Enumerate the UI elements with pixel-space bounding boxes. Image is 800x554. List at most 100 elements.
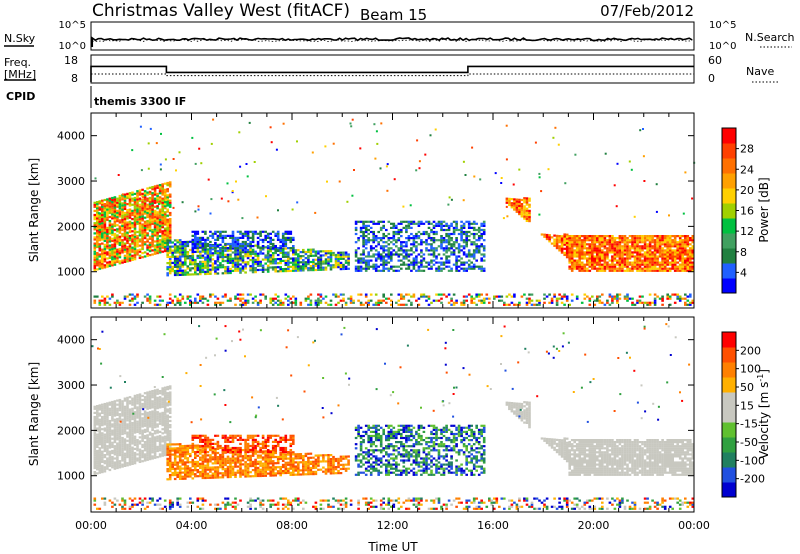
heatmap-cell <box>158 196 162 199</box>
heatmap-cell <box>239 251 242 254</box>
heatmap-cell <box>606 239 609 242</box>
heatmap-cell <box>141 247 144 251</box>
heatmap-cell <box>98 263 102 266</box>
heatmap-cell <box>638 257 642 260</box>
heatmap-cell <box>410 301 413 304</box>
heatmap-cell <box>407 265 411 268</box>
heatmap-cell <box>545 237 549 241</box>
heatmap-cell <box>623 243 627 246</box>
heatmap-cell <box>477 265 481 268</box>
heatmap-cell <box>447 241 451 244</box>
heatmap-cell <box>128 303 132 306</box>
heatmap-cell <box>126 449 129 453</box>
heatmap-cell <box>412 220 416 223</box>
heatmap-cell <box>93 248 97 251</box>
heatmap-cell <box>564 182 567 185</box>
heatmap-cell <box>415 269 418 272</box>
heatmap-cell <box>101 232 104 235</box>
heatmap-cell <box>113 198 117 201</box>
heatmap-cell <box>681 265 684 268</box>
heatmap-cell <box>427 243 431 246</box>
heatmap-cell <box>603 247 607 250</box>
heatmap-cell <box>219 253 222 257</box>
heatmap-cell <box>390 259 393 262</box>
heatmap-cell <box>239 293 242 296</box>
heatmap-cell <box>588 245 592 248</box>
heatmap-cell <box>96 468 99 471</box>
heatmap-cell <box>118 213 122 216</box>
heatmap-cell <box>236 247 240 250</box>
heatmap-cell <box>96 209 99 212</box>
heatmap-cell <box>317 299 320 302</box>
heatmap-cell <box>101 407 104 410</box>
heatmap-cell <box>101 228 104 231</box>
heatmap-cell <box>158 200 162 203</box>
heatmap-cell <box>653 301 657 304</box>
heatmap-cell <box>221 245 225 248</box>
heatmap-cell <box>661 239 664 242</box>
heatmap-cell <box>638 253 642 256</box>
heatmap-cell <box>143 228 147 232</box>
heatmap-cell <box>643 261 647 264</box>
heatmap-cell <box>646 247 649 250</box>
heatmap-cell <box>334 293 338 296</box>
heatmap-cell <box>126 451 129 455</box>
heatmap-cell <box>141 211 144 214</box>
heatmap-cell <box>312 260 315 263</box>
heatmap-cell <box>616 269 619 272</box>
heatmap-cell <box>158 245 162 248</box>
heatmap-cell <box>96 445 99 448</box>
heatmap-cell <box>118 405 122 408</box>
heatmap-cell <box>326 180 328 183</box>
heatmap-cell <box>337 257 340 260</box>
heatmap-cell <box>412 251 416 254</box>
heatmap-cell <box>653 297 657 300</box>
heatmap-cell <box>108 246 112 249</box>
heatmap-cell <box>178 273 182 276</box>
heatmap-cell <box>515 208 519 211</box>
heatmap-cell <box>545 233 549 237</box>
heatmap-cell <box>111 215 114 218</box>
heatmap-cell <box>199 269 202 272</box>
heatmap-cell <box>143 241 147 244</box>
heatmap-cell <box>678 259 682 262</box>
heatmap-cell <box>344 251 348 254</box>
heatmap-cell <box>176 249 179 252</box>
heatmap-cell <box>382 293 385 296</box>
heatmap-cell <box>427 303 431 306</box>
heatmap-cell <box>153 220 157 223</box>
heatmap-cell <box>415 169 418 172</box>
heatmap-cell <box>191 273 195 276</box>
heatmap-cell <box>209 254 212 257</box>
heatmap-cell <box>294 297 298 300</box>
heatmap-cell <box>691 265 695 268</box>
heatmap-cell <box>143 206 147 209</box>
heatmap-cell <box>234 267 237 270</box>
heatmap-cell <box>216 234 220 237</box>
heatmap-cell <box>133 407 137 410</box>
heatmap-cell <box>116 224 119 227</box>
heatmap-cell <box>158 186 162 189</box>
heatmap-cell <box>249 240 252 244</box>
heatmap-cell <box>138 226 142 229</box>
heatmap-cell <box>611 241 614 244</box>
nave-line <box>91 73 694 77</box>
heatmap-cell <box>636 259 639 262</box>
heatmap-cell <box>126 454 129 457</box>
heatmap-cell <box>126 231 129 234</box>
heatmap-cell <box>596 295 599 298</box>
heatmap-cell <box>148 439 152 442</box>
heatmap-cell <box>646 249 649 252</box>
heatmap-cell <box>249 242 252 246</box>
heatmap-cell <box>186 265 190 268</box>
heatmap-cell <box>671 253 674 256</box>
heatmap-cell <box>168 220 172 223</box>
heatmap-cell <box>101 207 104 210</box>
heatmap-cell <box>178 249 182 252</box>
heatmap-cell <box>289 247 293 250</box>
colorbar-tick-label: 20 <box>740 184 754 197</box>
heatmap-cell <box>437 222 441 225</box>
heatmap-cell <box>302 263 305 266</box>
heatmap-cell <box>420 255 423 258</box>
heatmap-cell <box>684 259 687 262</box>
